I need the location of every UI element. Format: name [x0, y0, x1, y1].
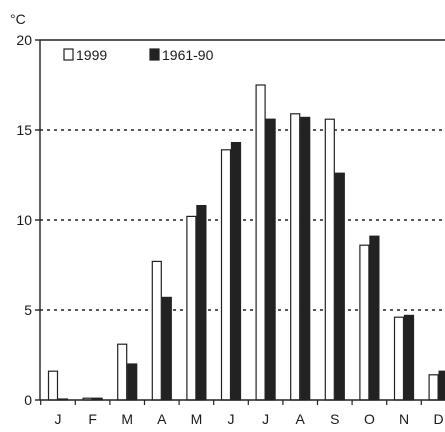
x-tick-label: A [296, 411, 306, 427]
x-tick-label: M [121, 411, 133, 427]
legend-label: 1961-90 [162, 47, 214, 63]
legend-swatch [149, 48, 160, 61]
bar-1961-90-J [265, 118, 276, 401]
x-tick-label: J [262, 411, 269, 427]
y-tick-label: 15 [16, 122, 32, 138]
bar-1961-90-M [127, 363, 138, 401]
bar-1999-N [393, 316, 405, 401]
bar-1961-90-D [438, 370, 445, 401]
bar-1999-J [255, 84, 266, 401]
x-tick-label: S [330, 411, 339, 427]
bar-1999-J [220, 149, 232, 401]
bar-1999-A [151, 260, 162, 401]
bar-1999-O [359, 244, 370, 401]
legend: 1999 1961-90 [63, 47, 214, 63]
bar-1999-J [47, 370, 59, 401]
x-tick-label: F [88, 411, 97, 427]
bar-1999-M [117, 343, 128, 401]
bar-1961-90-M [196, 205, 207, 401]
x-tick-label: O [364, 411, 375, 427]
y-tick-label: 10 [16, 212, 32, 228]
bar-1999-D [428, 374, 439, 401]
x-tick-label: M [191, 411, 203, 427]
grid-lines [40, 129, 445, 311]
bar-1961-90-A [300, 116, 311, 401]
bar-1999-A [290, 113, 301, 401]
bar-1961-90-A [161, 296, 172, 401]
x-tick-label: A [157, 411, 167, 427]
y-axis-label: °C [10, 11, 26, 27]
bar-1961-90-N [403, 314, 415, 401]
bar-1961-90-O [369, 235, 380, 401]
x-tick-label: N [399, 411, 409, 427]
legend-label: 1999 [76, 47, 107, 63]
bar-1999-S [324, 118, 335, 401]
x-tick-label: J [228, 411, 235, 427]
x-tick-label: J [55, 411, 62, 427]
bar-1961-90-J [230, 142, 242, 401]
x-tick-label: D [434, 411, 444, 427]
y-tick-label: 20 [16, 32, 32, 48]
axes: °C 0 5 10 15 20 J F M A M J J A S O N D [10, 11, 445, 427]
y-tick-label: 0 [24, 392, 32, 408]
y-tick-label: 5 [24, 302, 32, 318]
bars [47, 84, 445, 401]
legend-swatch [63, 48, 74, 61]
bar-1999-M [186, 215, 197, 401]
bar-1961-90-S [334, 172, 345, 401]
